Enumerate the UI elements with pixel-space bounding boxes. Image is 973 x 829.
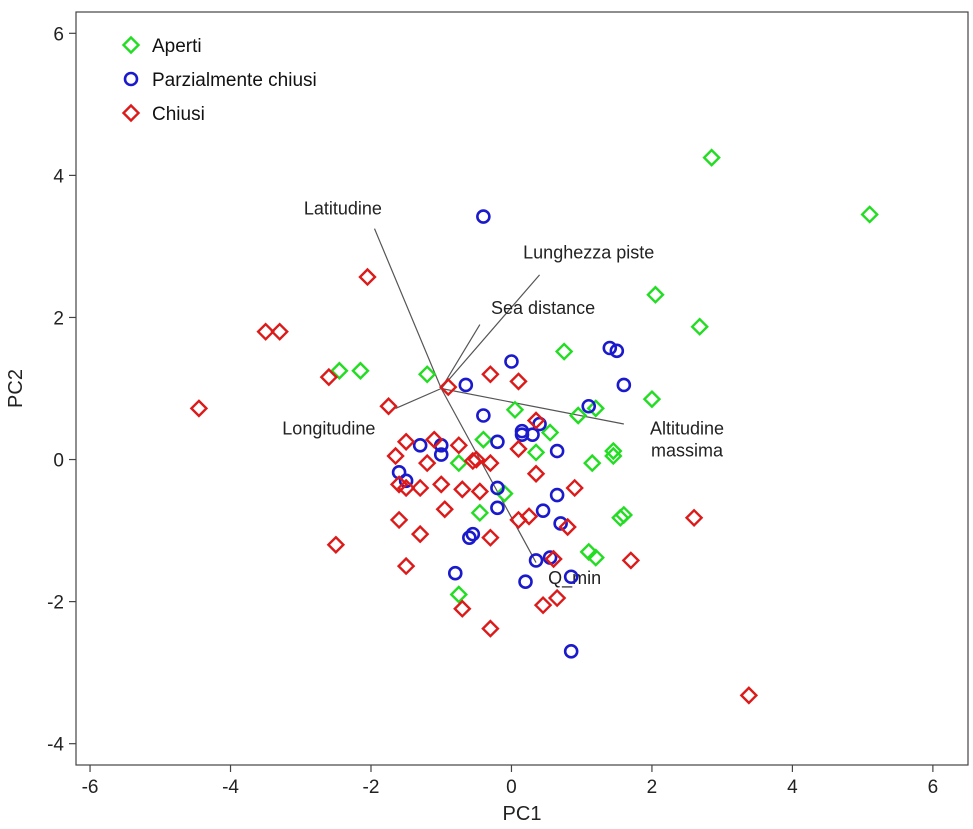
y-tick-label: 2 [53,308,64,329]
legend-marker [124,106,139,121]
series-parzialmente-chiusi [393,211,630,658]
data-point [413,527,428,542]
data-point [511,374,526,389]
x-tick-label: 6 [928,777,939,798]
legend-marker [125,73,137,85]
x-tick-label: 2 [647,777,658,798]
data-point [551,489,563,501]
data-point [618,379,630,391]
data-point [692,319,707,334]
data-point [360,269,375,284]
loading-label: Lunghezza piste [523,243,654,263]
data-point [477,211,489,223]
data-point [606,444,621,459]
data-point [434,477,449,492]
data-point [353,363,368,378]
data-point [648,287,663,302]
data-point [460,379,472,391]
loading-label: Latitudine [304,198,382,218]
data-point [483,367,498,382]
data-point [451,587,466,602]
y-tick-label: 4 [53,166,64,187]
data-point [483,621,498,636]
y-tick-label: 6 [53,24,64,45]
data-point [862,207,877,222]
loading-vector [441,389,624,425]
data-point [588,401,603,416]
data-point [472,505,487,520]
data-point [483,530,498,545]
data-point [529,445,544,460]
data-point [491,436,503,448]
data-point [606,448,621,463]
data-point [536,598,551,613]
data-point [472,484,487,499]
data-point [191,401,206,416]
data-point [520,576,532,588]
data-point [455,482,470,497]
data-point [529,466,544,481]
data-point [392,512,407,527]
data-point [476,432,491,447]
x-axis-title: PC1 [503,803,542,825]
y-tick-label: -4 [47,735,64,756]
data-point [687,510,702,525]
data-point [451,438,466,453]
data-point [477,409,489,421]
x-tick-label: -2 [363,777,380,798]
data-point [414,439,426,451]
data-point [511,441,526,456]
data-point [644,392,659,407]
data-point [507,402,522,417]
legend-label: Parzialmente chiusi [152,70,317,91]
data-point [388,448,403,463]
data-point [550,591,565,606]
data-point [399,434,414,449]
data-point [505,356,517,368]
loading-vector [441,275,539,389]
data-point [551,445,563,457]
data-point [381,399,396,414]
y-tick-label: -2 [47,593,64,614]
data-point [451,456,466,471]
loading-vectors: Latitudine Lunghezza piste Sea distance Lon… [282,198,724,588]
data-point [328,537,343,552]
legend-label: Aperti [152,36,202,57]
data-point [537,505,549,517]
data-point [567,480,582,495]
data-point [557,344,572,359]
loading-label: Sea distance [491,298,595,318]
loading-label: Longitudine [282,419,375,439]
data-point [455,601,470,616]
x-tick-label: -4 [222,777,239,798]
data-point [420,456,435,471]
axes: -6 -4 -2 0 2 4 6 -4 -2 0 2 4 6 PC1 PC2 [5,24,938,825]
x-tick-label: -6 [82,777,99,798]
data-point [623,553,638,568]
data-point [399,559,414,574]
y-tick-label: 0 [53,451,64,472]
data-point [741,688,756,703]
data-point [437,502,452,517]
loading-vector [375,229,442,389]
legend-marker [124,38,139,53]
loading-vector [396,389,442,409]
plot-frame [76,12,968,765]
data-point [491,502,503,514]
x-tick-label: 0 [506,777,517,798]
loading-label: Altitudine massima [650,419,724,461]
legend: Aperti Parzialmente chiusi Chiusi [124,36,317,125]
legend-label: Chiusi [152,104,205,125]
data-point [704,150,719,165]
data-point [565,645,577,657]
data-point [449,567,461,579]
data-point [585,456,600,471]
y-axis-title: PC2 [5,369,27,408]
data-point [420,367,435,382]
data-point [530,554,542,566]
x-tick-label: 4 [787,777,798,798]
loading-vector [441,325,480,389]
